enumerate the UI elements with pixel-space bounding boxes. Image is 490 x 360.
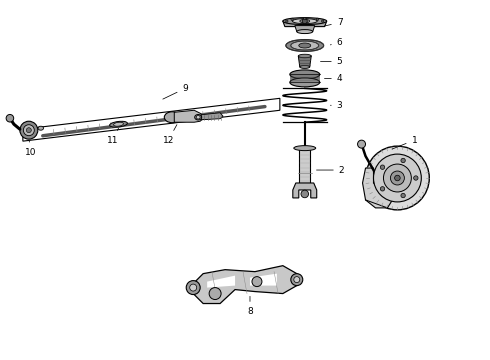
Circle shape [294, 276, 300, 283]
Text: 12: 12 [163, 125, 177, 145]
Circle shape [321, 20, 324, 22]
Circle shape [291, 18, 294, 21]
Text: 5: 5 [320, 57, 343, 66]
Circle shape [358, 140, 366, 148]
Ellipse shape [164, 112, 180, 123]
Circle shape [190, 284, 196, 291]
Ellipse shape [290, 70, 319, 79]
Circle shape [316, 18, 318, 21]
Circle shape [24, 125, 34, 136]
Circle shape [384, 164, 412, 192]
Circle shape [414, 176, 418, 180]
Polygon shape [298, 56, 311, 67]
Circle shape [26, 128, 31, 133]
Text: 9: 9 [163, 84, 188, 99]
Polygon shape [299, 148, 310, 183]
Polygon shape [363, 168, 392, 208]
Circle shape [252, 276, 262, 287]
Polygon shape [283, 21, 327, 27]
Ellipse shape [110, 121, 127, 127]
Ellipse shape [294, 146, 316, 150]
Text: 4: 4 [324, 74, 343, 83]
Text: 8: 8 [247, 296, 253, 316]
Text: 11: 11 [107, 128, 119, 145]
Circle shape [366, 146, 429, 210]
Circle shape [301, 190, 309, 198]
Polygon shape [201, 113, 223, 120]
Circle shape [286, 20, 288, 22]
Circle shape [380, 165, 385, 169]
Text: 1: 1 [392, 136, 417, 149]
Polygon shape [250, 274, 277, 285]
Ellipse shape [196, 116, 200, 119]
Circle shape [380, 186, 385, 191]
Circle shape [391, 171, 404, 185]
Circle shape [304, 17, 306, 20]
Ellipse shape [300, 19, 310, 23]
Ellipse shape [297, 30, 313, 33]
Text: 2: 2 [317, 166, 344, 175]
Circle shape [291, 274, 303, 285]
Circle shape [373, 154, 421, 202]
Circle shape [186, 280, 200, 294]
Ellipse shape [283, 18, 327, 24]
Polygon shape [193, 266, 297, 303]
Text: 10: 10 [25, 141, 37, 157]
Ellipse shape [114, 122, 123, 126]
Circle shape [6, 114, 14, 122]
Ellipse shape [299, 43, 311, 48]
Polygon shape [293, 183, 317, 198]
Polygon shape [207, 276, 235, 288]
Ellipse shape [286, 40, 324, 51]
Ellipse shape [291, 41, 318, 50]
Circle shape [209, 288, 221, 300]
Ellipse shape [290, 78, 319, 87]
Polygon shape [295, 26, 315, 32]
Circle shape [302, 19, 307, 24]
Ellipse shape [300, 66, 310, 68]
Circle shape [394, 175, 400, 181]
Circle shape [20, 121, 38, 139]
Ellipse shape [293, 19, 317, 24]
Text: 3: 3 [330, 101, 343, 110]
Ellipse shape [298, 54, 311, 58]
Polygon shape [290, 75, 319, 82]
Polygon shape [174, 110, 204, 122]
Ellipse shape [38, 126, 44, 130]
Ellipse shape [195, 114, 202, 120]
Text: 6: 6 [330, 38, 343, 47]
Circle shape [401, 158, 405, 163]
Text: 7: 7 [324, 18, 343, 27]
Circle shape [401, 193, 405, 198]
